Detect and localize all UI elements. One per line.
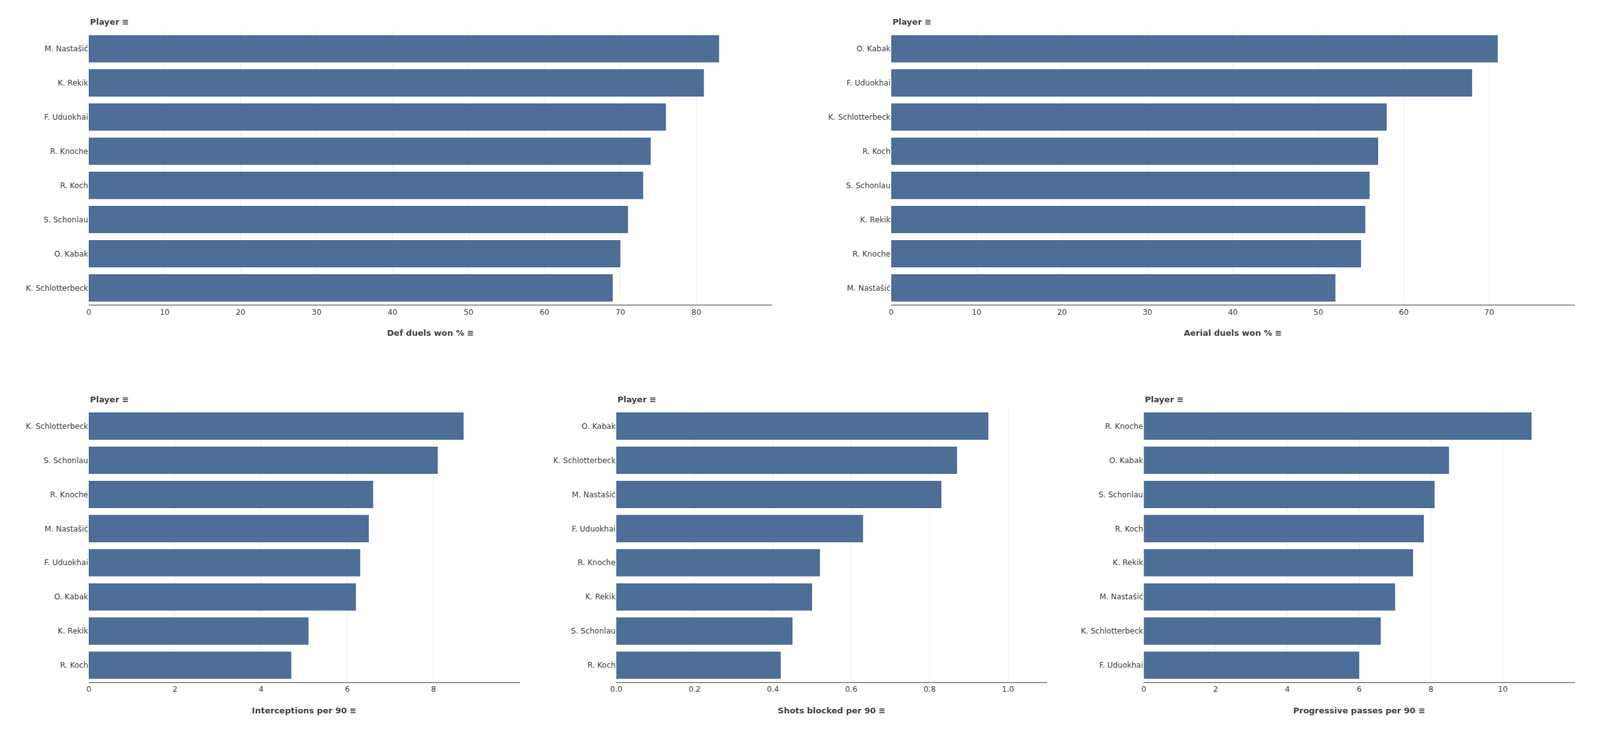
svg-text:R. Knoche: R. Knoche xyxy=(852,249,891,259)
svg-text:K. Schlotterbeck: K. Schlotterbeck xyxy=(25,283,89,293)
svg-text:O. Kabak: O. Kabak xyxy=(1109,456,1144,466)
svg-text:Player ≡: Player ≡ xyxy=(892,17,932,27)
svg-text:K. Rekik: K. Rekik xyxy=(585,592,616,602)
svg-text:M. Nastašić: M. Nastašić xyxy=(1099,592,1143,602)
svg-text:M. Nastašić: M. Nastašić xyxy=(44,44,89,54)
svg-text:50: 50 xyxy=(463,308,473,317)
svg-text:70: 70 xyxy=(1484,308,1495,317)
svg-text:0: 0 xyxy=(888,308,894,317)
svg-text:70: 70 xyxy=(615,308,626,317)
svg-text:0.6: 0.6 xyxy=(845,685,858,695)
svg-text:50: 50 xyxy=(1313,308,1323,317)
svg-text:Player ≡: Player ≡ xyxy=(90,17,129,27)
svg-text:M. Nastašić: M. Nastašić xyxy=(44,524,89,534)
svg-text:K. Schlotterbeck: K. Schlotterbeck xyxy=(25,422,89,432)
svg-text:Progressive passes per 90 ≡: Progressive passes per 90 ≡ xyxy=(1293,706,1426,716)
svg-text:0: 0 xyxy=(86,308,92,317)
svg-text:R. Koch: R. Koch xyxy=(60,181,89,191)
svg-text:Interceptions per 90 ≡: Interceptions per 90 ≡ xyxy=(251,706,357,716)
svg-text:6: 6 xyxy=(1356,685,1362,695)
svg-text:4: 4 xyxy=(1284,685,1291,695)
svg-text:O. Kabak: O. Kabak xyxy=(53,249,89,259)
svg-text:S. Schonlau: S. Schonlau xyxy=(1098,490,1143,500)
svg-text:0: 0 xyxy=(86,685,92,695)
svg-text:20: 20 xyxy=(235,308,246,317)
svg-text:0.2: 0.2 xyxy=(688,685,701,695)
svg-text:0.8: 0.8 xyxy=(923,685,936,695)
svg-text:2: 2 xyxy=(172,685,178,695)
svg-text:O. Kabak: O. Kabak xyxy=(856,44,891,54)
svg-text:60: 60 xyxy=(1399,308,1409,317)
svg-text:K. Schlotterbeck: K. Schlotterbeck xyxy=(1080,626,1143,636)
svg-text:30: 30 xyxy=(1142,308,1152,317)
svg-text:1.0: 1.0 xyxy=(1002,685,1015,695)
svg-text:10: 10 xyxy=(159,308,170,317)
svg-text:F. Uduokhai: F. Uduokhai xyxy=(1099,661,1143,671)
svg-text:30: 30 xyxy=(311,308,322,317)
svg-text:20: 20 xyxy=(1057,308,1067,317)
svg-text:R. Knoche: R. Knoche xyxy=(1104,422,1143,432)
svg-text:Player ≡: Player ≡ xyxy=(617,394,657,405)
svg-text:60: 60 xyxy=(539,308,549,317)
svg-text:2: 2 xyxy=(1213,685,1219,695)
svg-text:0: 0 xyxy=(1141,685,1147,695)
svg-text:F. Uduokhai: F. Uduokhai xyxy=(44,112,89,122)
svg-text:8: 8 xyxy=(431,685,437,695)
svg-text:S. Schonlau: S. Schonlau xyxy=(845,181,891,191)
svg-text:S. Schonlau: S. Schonlau xyxy=(43,456,89,466)
svg-text:S. Schonlau: S. Schonlau xyxy=(43,215,89,225)
svg-text:F. Uduokhai: F. Uduokhai xyxy=(44,558,89,568)
svg-text:6: 6 xyxy=(344,685,350,695)
svg-text:Player ≡: Player ≡ xyxy=(90,394,129,405)
svg-text:S. Schonlau: S. Schonlau xyxy=(571,626,616,636)
svg-text:M. Nastašić: M. Nastašić xyxy=(571,490,616,500)
svg-text:K. Rekik: K. Rekik xyxy=(57,78,89,88)
svg-text:40: 40 xyxy=(1227,308,1238,317)
svg-text:8: 8 xyxy=(1428,685,1434,695)
svg-text:Player ≡: Player ≡ xyxy=(1144,394,1184,405)
svg-text:F. Uduokhai: F. Uduokhai xyxy=(846,78,891,88)
svg-text:Aerial duels won % ≡: Aerial duels won % ≡ xyxy=(1183,328,1282,338)
svg-text:R. Koch: R. Koch xyxy=(587,661,616,671)
svg-text:80: 80 xyxy=(691,308,702,317)
svg-text:Def duels won % ≡: Def duels won % ≡ xyxy=(387,328,475,338)
svg-text:K. Rekik: K. Rekik xyxy=(57,626,89,636)
svg-text:0.4: 0.4 xyxy=(767,685,780,695)
svg-text:R. Koch: R. Koch xyxy=(1115,524,1143,534)
svg-text:R. Knoche: R. Knoche xyxy=(50,490,89,500)
svg-text:10: 10 xyxy=(971,308,982,317)
svg-text:K. Schlotterbeck: K. Schlotterbeck xyxy=(827,112,891,122)
svg-text:R. Koch: R. Koch xyxy=(862,147,891,156)
svg-text:40: 40 xyxy=(387,308,398,317)
svg-text:4: 4 xyxy=(258,685,264,695)
svg-text:Shots blocked per 90 ≡: Shots blocked per 90 ≡ xyxy=(777,706,886,716)
svg-text:K. Rekik: K. Rekik xyxy=(860,215,891,225)
svg-text:K. Rekik: K. Rekik xyxy=(1112,558,1143,568)
svg-text:R. Knoche: R. Knoche xyxy=(577,558,616,568)
svg-text:0.0: 0.0 xyxy=(610,685,623,695)
svg-text:F. Uduokhai: F. Uduokhai xyxy=(571,524,616,534)
svg-text:M. Nastašić: M. Nastašić xyxy=(846,283,891,293)
svg-text:O. Kabak: O. Kabak xyxy=(581,422,617,432)
svg-text:O. Kabak: O. Kabak xyxy=(53,592,89,602)
svg-text:R. Knoche: R. Knoche xyxy=(50,147,89,156)
svg-text:R. Koch: R. Koch xyxy=(60,661,89,671)
svg-text:10: 10 xyxy=(1497,685,1508,695)
svg-text:K. Schlotterbeck: K. Schlotterbeck xyxy=(553,456,616,466)
